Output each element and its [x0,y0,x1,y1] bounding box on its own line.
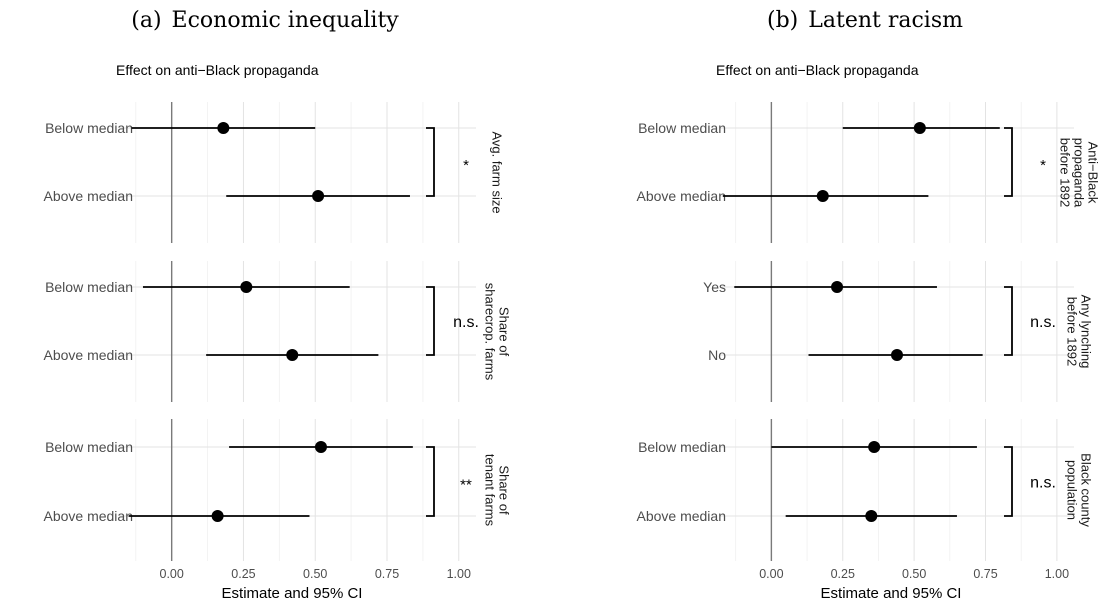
estimate-point [868,441,881,453]
significance-bracket [1004,127,1013,197]
estimate-point [913,122,926,134]
row-label: Above median [636,508,726,524]
estimate-point [816,190,829,202]
facet-strip-line: sharecrop. farms [483,283,498,381]
row-label: Above median [636,188,726,204]
significance-bracket [426,127,435,197]
row-label: Above median [43,347,133,363]
row-label: Above median [43,188,133,204]
x-tick-label: 0.75 [375,567,399,581]
estimate-point [865,510,878,522]
x-tick-label: 0.75 [973,567,997,581]
estimate-point [211,510,224,522]
facet-strip-line: Black county [1079,453,1094,527]
significance-label: n.s. [453,314,479,331]
facet-strip-label: Avg. farm size [490,131,505,213]
facet-strip-line: Share of [497,307,512,357]
estimate-point [312,190,325,202]
significance-label: n.s. [1030,314,1056,331]
facet-strip-line: Avg. farm size [490,131,505,213]
x-tick-label: 0.25 [831,567,855,581]
row-label: Below median [45,120,133,136]
x-tick-label: 0.50 [303,567,327,581]
facet-strip-line: tenant farms [483,454,498,527]
panel-a: (a) Economic inequality Effect on anti−Bla… [43,8,511,602]
row-label: Below median [45,439,133,455]
estimate-point [240,281,253,293]
significance-bracket [1004,446,1013,517]
facet-strip-line: before 1892 [1065,297,1080,366]
significance-bracket [426,446,435,517]
chart-subtitle: Effect on anti−Black propaganda [716,62,919,78]
significance-label: n.s. [1030,475,1056,492]
x-tick-label: 0.25 [231,567,255,581]
estimate-point [831,281,844,293]
panel-title-text: Economic inequality [172,8,400,33]
estimate-point [286,349,299,361]
facet-strip-line: Anti−Black [1086,142,1101,204]
row-label: No [708,347,726,363]
significance-label: * [463,157,469,174]
panel-title: (b) Latent racism [767,8,963,33]
x-tick-label: 0.00 [160,567,184,581]
facet-strip-line: propaganda [1072,138,1087,208]
x-axis-label: Estimate and 95% CI [821,585,962,602]
panel-title: (a) Economic inequality [131,8,399,33]
x-tick-label: 1.00 [447,567,471,581]
facet-3: Below median Above median n.s. Black county… [636,419,1094,561]
facet-strip-line: Any lynching [1079,295,1094,369]
significance-label: ** [460,477,472,494]
estimate-point [217,122,230,134]
x-tick-label: 1.00 [1045,567,1069,581]
row-label: Below median [638,439,726,455]
panel-label: (b) [767,8,798,33]
estimate-point [891,349,903,361]
row-label: Above median [43,508,133,524]
estimate-point [314,441,327,453]
x-tick-label: 0.00 [759,567,783,581]
significance-label: * [1040,157,1046,174]
significance-bracket [1004,286,1013,356]
facet-1: Below median Above median * Anti−Blackpropa… [636,102,1101,243]
facet-strip-line: before 1892 [1058,138,1073,207]
facet-strip-line: population [1065,460,1080,520]
row-label: Below median [638,120,726,136]
facet-1: Below median Above median * Avg. farm size [43,102,505,243]
row-label: Yes [703,279,726,295]
panel-b: (b) Latent racism Effect on anti−Black pro… [636,8,1100,602]
row-label: Below median [45,279,133,295]
panel-title-text: Latent racism [808,8,963,33]
facet-strip-line: Share of [497,465,512,515]
x-tick-label: 0.50 [902,567,926,581]
chart-subtitle: Effect on anti−Black propaganda [116,62,319,78]
significance-bracket [426,286,435,356]
panel-label: (a) [131,8,161,33]
facet-3: Below median Above median ** Share oftenant… [43,419,512,561]
x-axis-label: Estimate and 95% CI [222,585,363,602]
